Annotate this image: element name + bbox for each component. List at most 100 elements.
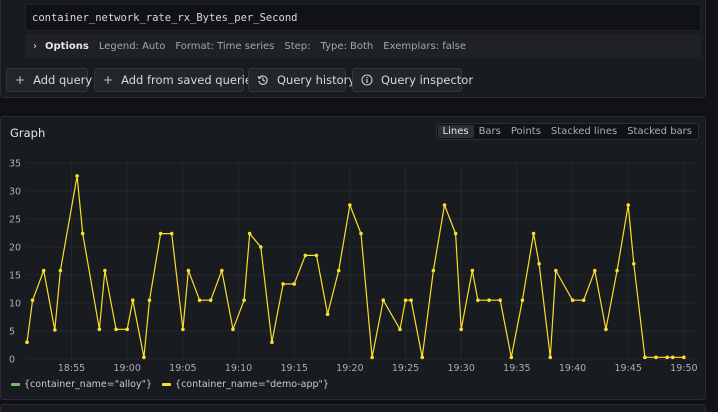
data-point: [97, 327, 102, 332]
x-tick-label: 19:10: [225, 363, 252, 374]
legend-label: {container_name="alloy"}: [24, 379, 153, 390]
y-tick-label: 5: [9, 327, 15, 338]
data-point: [25, 340, 29, 344]
data-point: [130, 298, 135, 302]
add-query-button[interactable]: + Add query: [6, 68, 92, 92]
query-inspector-label: Query inspector: [381, 73, 474, 87]
data-point: [58, 268, 63, 273]
data-point: [626, 203, 630, 207]
mode-lines[interactable]: Lines: [437, 125, 474, 138]
query-expression-field[interactable]: container_network_rate_rx_Bytes_per_Seco…: [25, 4, 701, 31]
data-point: [325, 312, 330, 316]
data-point: [197, 298, 202, 302]
x-tick-label: 19:05: [169, 363, 196, 374]
mode-stacked-bars[interactable]: Stacked bars: [627, 126, 692, 137]
data-point: [75, 174, 79, 178]
data-point: [665, 355, 669, 360]
data-point: [670, 355, 675, 360]
y-tick-label: 0: [9, 355, 15, 366]
mode-bars[interactable]: Bars: [478, 126, 501, 137]
data-point: [359, 231, 363, 236]
data-point: [459, 327, 464, 332]
data-point: [336, 268, 341, 273]
query-history-label: Query history: [277, 73, 356, 87]
plus-icon: +: [103, 73, 114, 87]
data-point: [615, 268, 619, 273]
chevron-right-icon[interactable]: ›: [33, 40, 37, 52]
option-type: Type: Both: [320, 40, 374, 52]
data-point: [593, 268, 597, 273]
x-tick-label: 19:20: [336, 363, 363, 374]
data-point: [398, 327, 402, 332]
query-options-row[interactable]: › Options Legend: Auto Format: Time seri…: [25, 34, 701, 58]
plus-icon: +: [15, 73, 26, 87]
visualization-mode-toggle[interactable]: Lines Bars Points Stacked lines Stacked …: [435, 123, 699, 140]
x-tick-label: 19:35: [503, 363, 530, 374]
option-format: Format: Time series: [175, 40, 275, 52]
data-point: [442, 203, 447, 207]
data-point: [570, 298, 575, 302]
data-point: [41, 268, 46, 273]
info-icon: [361, 74, 373, 86]
data-point: [409, 298, 413, 302]
series-line: [26, 175, 684, 358]
data-point: [270, 340, 274, 344]
data-point: [476, 298, 480, 302]
data-point: [125, 327, 129, 332]
data-point: [220, 268, 224, 273]
data-point: [103, 268, 107, 273]
data-point: [470, 268, 475, 273]
add-from-saved-queries-button[interactable]: + Add from saved queries: [94, 68, 258, 92]
data-point: [548, 355, 553, 360]
data-point: [80, 231, 85, 236]
y-tick-label: 15: [9, 271, 21, 282]
data-point: [531, 231, 536, 236]
mode-points[interactable]: Points: [510, 126, 541, 137]
legend-item-demo-app[interactable]: {container_name="demo-app"}: [162, 379, 329, 390]
option-step: Step:: [284, 40, 311, 52]
data-point: [281, 282, 285, 286]
x-tick-label: 19:00: [114, 363, 141, 374]
data-point: [292, 282, 297, 286]
x-tick-label: 19:40: [559, 363, 586, 374]
data-point: [142, 355, 146, 360]
y-tick-label: 25: [9, 215, 21, 226]
data-point: [554, 268, 558, 273]
option-exemplars: Exemplars: false: [383, 40, 467, 52]
data-point: [247, 231, 252, 236]
y-tick-label: 10: [9, 299, 21, 310]
add-query-label: Add query: [33, 73, 93, 87]
data-point: [403, 298, 408, 302]
add-saved-label: Add from saved queries: [121, 73, 258, 87]
data-point: [259, 245, 263, 249]
query-inspector-button[interactable]: Query inspector: [352, 68, 473, 92]
y-tick-label: 30: [9, 187, 21, 198]
options-label[interactable]: Options: [45, 40, 89, 52]
data-point: [509, 355, 514, 360]
x-tick-label: 19:30: [448, 363, 475, 374]
data-point: [537, 262, 541, 266]
data-point: [654, 355, 658, 360]
x-tick-label: 18:55: [58, 363, 85, 374]
x-tick-label: 19:15: [281, 363, 308, 374]
graph-title: Graph: [10, 126, 46, 140]
data-point: [242, 298, 246, 302]
data-point: [370, 355, 374, 360]
y-tick-label: 35: [9, 159, 21, 170]
x-tick-label: 19:25: [392, 363, 419, 374]
graph-panel: 0 5 10 15 20 25 30 35 18:55 19:00 19:05 19:10 19:15 1…: [0, 116, 706, 400]
data-point: [208, 298, 213, 302]
data-point: [498, 298, 502, 302]
mode-stacked-lines[interactable]: Stacked lines: [550, 126, 618, 137]
data-point: [169, 231, 174, 236]
data-point: [487, 298, 491, 302]
data-point: [231, 327, 235, 332]
legend-swatch: [162, 383, 172, 386]
data-point: [30, 298, 35, 302]
data-point: [453, 231, 458, 236]
data-point: [420, 355, 425, 360]
data-point: [114, 327, 118, 332]
data-point: [381, 298, 386, 302]
legend-item-alloy[interactable]: {container_name="alloy"}: [11, 379, 152, 390]
query-history-button[interactable]: Query history: [248, 68, 355, 92]
